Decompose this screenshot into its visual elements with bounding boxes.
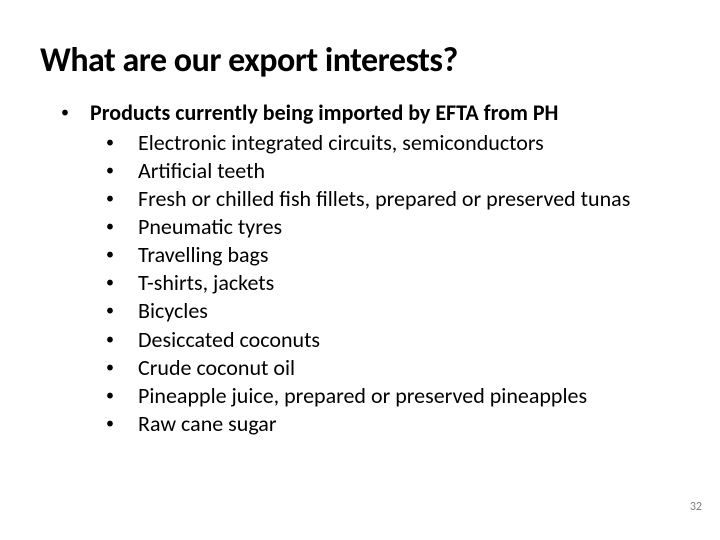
bullet-icon: • [90,410,138,434]
outer-item-text: Products currently being imported by EFT… [90,99,558,127]
bullet-icon: • [90,382,138,406]
list-item-text: Raw cane sugar [138,410,680,438]
list-item: • Pineapple juice, prepared or preserved… [90,382,680,410]
list-item-text: Bicycles [138,297,680,325]
list-item: • Desiccated coconuts [90,326,680,354]
inner-list: • Electronic integrated circuits, semico… [40,129,680,439]
bullet-icon: • [90,213,138,237]
list-item: • Electronic integrated circuits, semico… [90,129,680,157]
bullet-icon: • [90,326,138,350]
list-item: • Fresh or chilled fish fillets, prepare… [90,185,680,213]
list-item: • Crude coconut oil [90,354,680,382]
bullet-icon: • [90,241,138,265]
bullet-icon: • [90,297,138,321]
list-item-text: Pneumatic tyres [138,213,680,241]
bullet-icon: • [90,157,138,181]
list-item-text: Pineapple juice, prepared or preserved p… [138,382,680,410]
list-item-text: Crude coconut oil [138,354,680,382]
bullet-icon: • [90,354,138,378]
page-number: 32 [690,500,702,514]
list-item-text: Travelling bags [138,241,680,269]
bullet-icon: • [40,99,90,123]
list-item: • Raw cane sugar [90,410,680,438]
list-item-text: Artificial teeth [138,157,680,185]
list-item: • Bicycles [90,297,680,325]
list-item-text: Fresh or chilled fish fillets, prepared … [138,185,680,213]
slide-title: What are our export interests? [40,40,680,81]
list-item-text: Electronic integrated circuits, semicond… [138,129,680,157]
bullet-icon: • [90,269,138,293]
bullet-icon: • [90,129,138,153]
list-item: • T-shirts, jackets [90,269,680,297]
outer-list-item: • Products currently being imported by E… [40,99,680,127]
list-item: • Travelling bags [90,241,680,269]
bullet-icon: • [90,185,138,209]
list-item-text: T-shirts, jackets [138,269,680,297]
list-item: • Artificial teeth [90,157,680,185]
list-item-text: Desiccated coconuts [138,326,680,354]
slide: What are our export interests? • Product… [0,0,720,540]
list-item: • Pneumatic tyres [90,213,680,241]
